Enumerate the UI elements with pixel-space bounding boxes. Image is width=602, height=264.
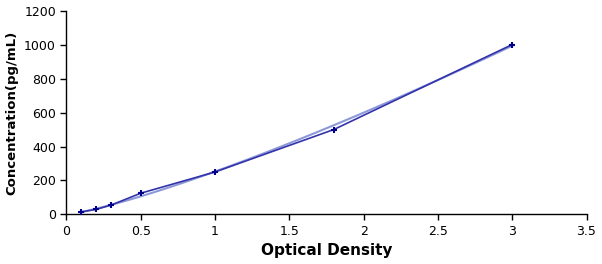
X-axis label: Optical Density: Optical Density (261, 243, 393, 258)
Y-axis label: Concentration(pg/mL): Concentration(pg/mL) (5, 30, 19, 195)
